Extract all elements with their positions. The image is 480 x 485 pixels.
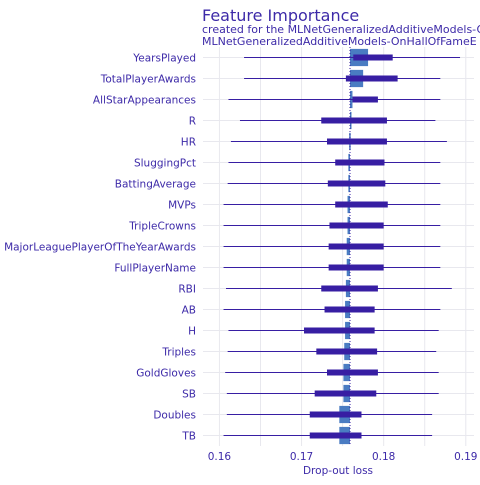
boxplot-box (329, 222, 384, 229)
chart-title: Feature Importance (202, 6, 359, 25)
feature-label: RBI (178, 283, 196, 295)
feature-label: AB (182, 304, 196, 316)
feature-label: FullPlayerName (114, 262, 196, 274)
boxplots (223, 47, 461, 446)
boxplot-box (328, 243, 384, 250)
boxplot-box (353, 54, 393, 61)
feature-label: BattingAverage (115, 178, 196, 190)
boxplot-box (309, 411, 362, 418)
feature-label: TripleCrowns (128, 220, 196, 232)
feature-label: Triples (161, 346, 196, 358)
chart-subtitle: created for the MLNetGeneralizedAdditive… (202, 23, 480, 36)
feature-label: H (188, 325, 196, 337)
boxplot-box (304, 327, 375, 334)
feature-label: HR (181, 136, 196, 148)
boxplot-box (345, 75, 398, 82)
feature-labels: YearsPlayed TotalPlayerAwards AllStarAppea… (4, 52, 196, 442)
boxplot-box (321, 117, 387, 124)
x-tick-label: 0.18 (372, 451, 395, 463)
x-tick-label: 0.16 (208, 451, 232, 463)
feature-label: Doubles (153, 409, 196, 421)
boxplot-box (309, 432, 362, 439)
boxplot-box (327, 180, 386, 187)
boxplot-box (335, 201, 388, 208)
x-tick-label: 0.17 (290, 451, 313, 463)
boxplot-box (321, 285, 378, 292)
boxplot-box (352, 96, 378, 103)
boxplot-box (335, 159, 385, 166)
boxplot-box (314, 390, 377, 397)
feature-label: MVPs (168, 199, 196, 211)
feature-label: TB (181, 430, 196, 442)
panel-strip-label: MLNetGeneralizedAdditiveModels-OnHallOfF… (202, 35, 477, 48)
x-tick-label: 0.19 (454, 451, 477, 463)
feature-label: SluggingPct (134, 157, 196, 169)
x-axis-ticks: 0.16 0.17 0.18 0.19 (208, 451, 478, 463)
feature-label: R (189, 115, 196, 127)
feature-label: GoldGloves (136, 367, 196, 379)
boxplot-box (327, 138, 387, 145)
boxplot-box (328, 264, 384, 271)
x-axis-title: Drop-out loss (303, 465, 373, 477)
feature-label: AllStarAppearances (93, 94, 196, 106)
feature-label: TotalPlayerAwards (100, 73, 196, 85)
boxplot-box (316, 348, 378, 355)
feature-label: SB (182, 388, 196, 400)
boxplot-box (327, 369, 378, 376)
feature-label: YearsPlayed (132, 52, 196, 64)
feature-label: MajorLeaguePlayerOfTheYearAwards (4, 241, 196, 253)
boxplot-box (324, 306, 375, 313)
